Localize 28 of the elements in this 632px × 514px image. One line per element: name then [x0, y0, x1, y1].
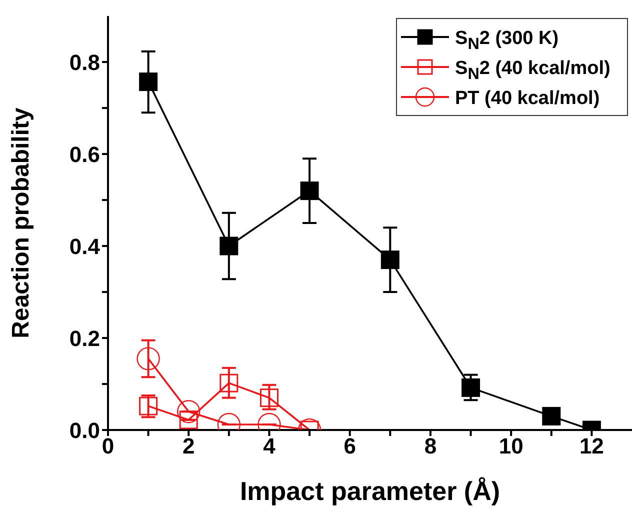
point [260, 388, 278, 408]
y-tick-label: 0.8 [69, 50, 100, 75]
x-tick-label: 12 [579, 434, 604, 459]
x-tick-label: 4 [263, 434, 276, 459]
y-axis-title: Reaction probability [8, 107, 35, 338]
point [300, 182, 319, 200]
point [220, 374, 238, 392]
x-axis-title: Impact parameter (Å) [240, 476, 500, 506]
point [220, 236, 238, 256]
point [462, 378, 480, 397]
point [139, 396, 158, 416]
legend-label: S$_{N}$2 (300 K) [455, 28, 559, 53]
y-tick-label: 0.2 [69, 326, 100, 351]
y-tick-label: 0.0 [69, 418, 100, 443]
legend-label: S$_{N}$2 (40 kcal/mol) [455, 58, 610, 83]
point [136, 347, 160, 370]
legend-label: PT (40 kcal/mol) [455, 88, 600, 109]
y-tick-label: 0.6 [69, 142, 100, 167]
point [380, 250, 400, 270]
x-tick-label: 2 [182, 434, 195, 459]
x-tick-label: 8 [424, 434, 437, 459]
x-tick-label: 10 [498, 434, 524, 459]
x-tick-label: 0 [102, 434, 114, 459]
y-tick-label: 0.4 [69, 234, 101, 259]
x-tick-label: 6 [344, 434, 356, 459]
point [177, 400, 200, 424]
point [139, 72, 158, 92]
point [542, 406, 561, 426]
